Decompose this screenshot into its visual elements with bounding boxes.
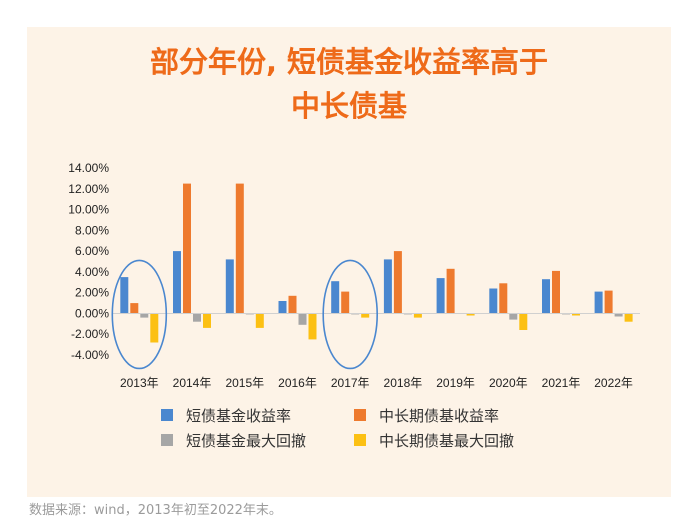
bar-2-2016年 [288,295,297,314]
bar-4-2020年 [519,313,528,330]
x-axis-ticks: 2013年 2014年 2015年 2016年 2017年 2018年 2019年 2020年… [120,376,633,390]
highlight-ellipse [322,259,379,370]
chart-title-line-2: 中长债基 [290,89,407,123]
bar-4-2014年 [203,313,211,328]
bar-4-2013年 [150,313,159,343]
bar-3-2016年 [298,313,307,325]
y-axis-ticks: 14.00% 12.00% 10.00% 8.00% 6.00% 4.00% 2.00% 0.… [68,161,109,362]
x-tick-label: 2019年 [436,376,475,390]
y-tick-label: 10.00% [68,203,109,217]
y-tick-label: 0.00% [75,306,109,320]
x-tick-label: 2018年 [384,376,423,390]
chart-title: 部分年份, 短债基金收益率高于 中长债基 [27,40,671,128]
x-tick-label: 2015年 [225,376,264,390]
bar-1-2020年 [489,288,498,314]
y-tick-label: -4.00% [71,348,109,362]
bar-2-2017年 [341,291,350,314]
bar-2-2018年 [393,251,402,314]
legend-swatch [354,434,366,446]
bars [120,183,633,343]
legend-label: 短债基金收益率 [186,407,291,425]
legend-label: 短债基金最大回撤 [186,432,306,450]
chart-title-line-1: 部分年份, 短债基金收益率高于 [149,45,549,79]
bar-2-2014年 [183,183,191,314]
legend-label: 中长期债基收益率 [379,407,499,425]
bar-1-2017年 [331,281,340,314]
bar-4-2021年 [572,313,580,316]
x-tick-label: 2014年 [173,376,212,390]
bar-chart: 14.00% 12.00% 10.00% 8.00% 6.00% 4.00% 2.00% 0.… [68,161,640,450]
bar-4-2018年 [413,313,422,318]
y-tick-label: 8.00% [75,223,109,237]
highlight-ellipses [111,259,379,370]
legend-swatch [161,409,173,421]
bar-4-2015年 [255,313,264,328]
bar-3-2013年 [140,313,149,318]
x-tick-label: 2016年 [278,376,317,390]
bar-2-2019年 [446,268,455,314]
bar-4-2022年 [624,313,633,322]
bar-2-2022年 [604,290,613,314]
x-tick-label: 2017年 [331,376,370,390]
y-tick-label: 4.00% [75,265,109,279]
bar-4-2017年 [361,313,370,318]
legend-label: 中长期债基最大回撤 [379,432,514,450]
x-tick-label: 2020年 [489,376,528,390]
y-tick-label: 6.00% [75,244,109,258]
bar-1-2014年 [173,251,181,314]
x-tick-label: 2013年 [120,376,159,390]
legend-swatch [161,434,173,446]
bar-1-2022年 [594,291,603,314]
bar-4-2019年 [466,313,475,316]
bar-2-2020年 [499,283,508,314]
bar-3-2020年 [509,313,518,320]
legend-swatch [354,409,366,421]
highlight-ellipse [111,259,168,370]
bar-2-2015年 [235,183,244,314]
y-tick-label: -2.00% [71,327,109,341]
bar-3-2022年 [614,313,623,317]
bar-1-2016年 [278,301,287,314]
bar-3-2014年 [193,313,201,322]
bar-4-2016年 [308,313,317,340]
bar-1-2021年 [542,279,550,314]
y-tick-label: 2.00% [75,286,109,300]
x-tick-label: 2022年 [594,376,633,390]
x-tick-label: 2021年 [542,376,581,390]
y-tick-label: 12.00% [68,182,109,196]
data-source-note: 数据来源：wind，2013年初至2022年末。 [29,503,282,518]
y-tick-label: 14.00% [68,161,109,175]
bar-2-2013年 [130,303,139,314]
bar-1-2013年 [120,277,129,314]
bar-1-2018年 [383,259,392,314]
bar-1-2015年 [225,259,234,314]
bar-1-2019年 [436,278,445,314]
bar-2-2021年 [552,270,560,314]
